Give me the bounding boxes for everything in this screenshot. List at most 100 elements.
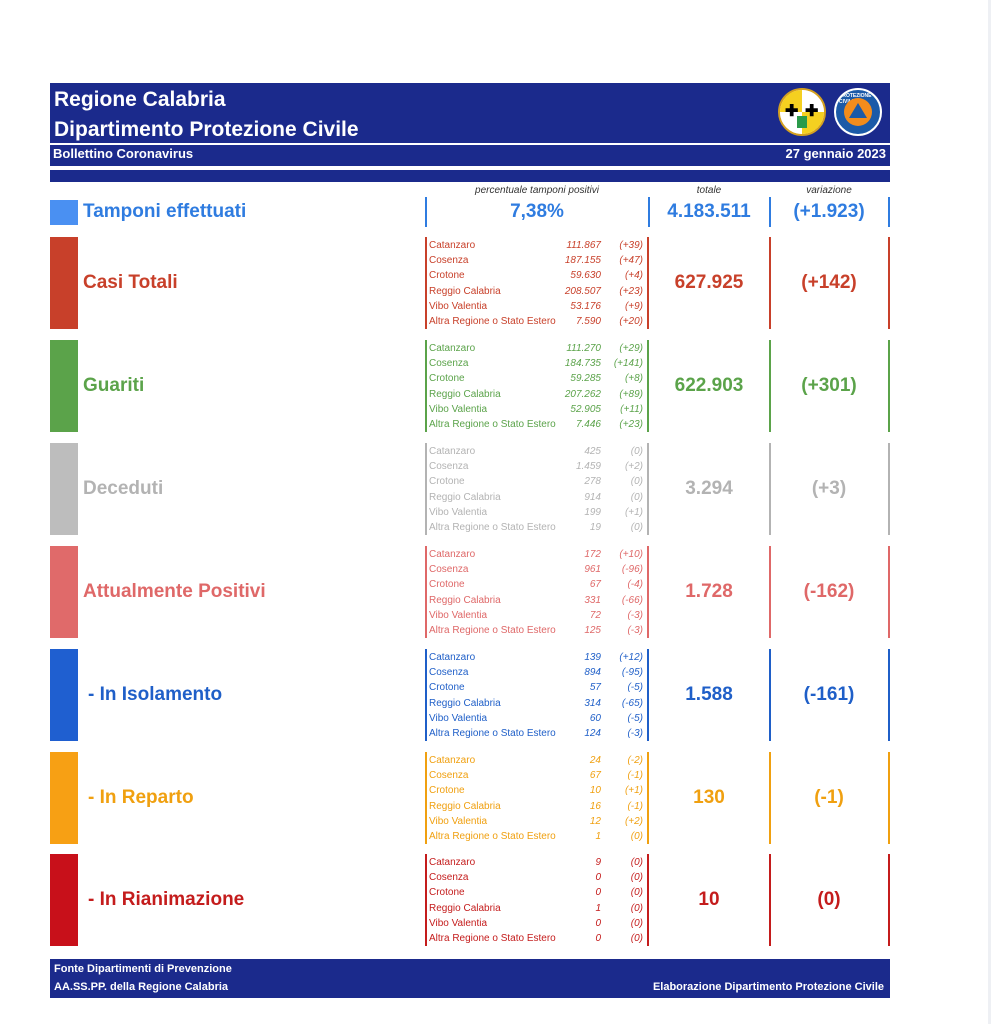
province-name: Catanzaro bbox=[429, 549, 476, 560]
section-color-bar bbox=[50, 752, 78, 844]
bulletin-date: 27 gennaio 2023 bbox=[785, 146, 886, 161]
province-row: Catanzaro 9 (0) bbox=[429, 855, 647, 870]
province-delta: (-1) bbox=[627, 770, 643, 782]
breakdown-right-border bbox=[647, 854, 649, 946]
section-label: Guariti bbox=[83, 375, 145, 396]
variation-divider bbox=[888, 752, 890, 844]
province-value: 199 bbox=[584, 506, 601, 518]
province-name: Altra Regione o Stato Estero bbox=[429, 419, 556, 430]
header-divider bbox=[50, 143, 890, 145]
province-value: 314 bbox=[584, 697, 601, 709]
scrollbar-track[interactable] bbox=[988, 0, 991, 1024]
breakdown-left-border bbox=[425, 752, 427, 844]
province-name: Cosenza bbox=[429, 564, 469, 576]
section-color-bar bbox=[50, 340, 78, 432]
breakdown-left-border bbox=[425, 854, 427, 946]
province-delta: (+2) bbox=[624, 461, 643, 473]
total-divider bbox=[769, 340, 771, 432]
province-value: 0 bbox=[595, 887, 601, 899]
province-delta: (+39) bbox=[619, 240, 643, 251]
province-value: 57 bbox=[589, 682, 601, 694]
province-row: Vibo Valentia 0 (0) bbox=[429, 916, 647, 931]
variation-divider bbox=[888, 443, 890, 535]
variation-divider bbox=[888, 237, 890, 329]
section-rianimazione: - In Rianimazione Catanzaro 9 (0) Cosenza 0 (0… bbox=[50, 854, 890, 946]
province-row: Crotone 0 (0) bbox=[429, 885, 647, 900]
province-row: Catanzaro 172 (+10) bbox=[429, 547, 647, 562]
tamponi-divider bbox=[888, 197, 890, 227]
tamponi-divider bbox=[425, 197, 427, 227]
province-value: 10 bbox=[589, 785, 601, 797]
province-name: Catanzaro bbox=[429, 652, 476, 663]
province-delta: (+23) bbox=[619, 285, 643, 297]
province-name: Reggio Calabria bbox=[429, 800, 501, 812]
province-row: Crotone 278 (0) bbox=[429, 474, 647, 489]
province-delta: (0) bbox=[630, 476, 643, 488]
province-row: Reggio Calabria 914 (0) bbox=[429, 490, 647, 505]
section-label: - In Isolamento bbox=[88, 684, 223, 705]
province-name: Reggio Calabria bbox=[429, 388, 501, 400]
bulletin-header: Regione Calabria Dipartimento Protezione… bbox=[50, 83, 890, 166]
province-name: Crotone bbox=[429, 476, 465, 488]
province-name: Cosenza bbox=[429, 667, 469, 679]
province-value: 1.459 bbox=[575, 461, 601, 473]
tamponi-color-square bbox=[50, 200, 78, 225]
province-value: 914 bbox=[584, 491, 601, 503]
province-delta: (+9) bbox=[624, 300, 643, 312]
province-row: Cosenza 184.735 (+141) bbox=[429, 356, 647, 371]
section-color-bar bbox=[50, 443, 78, 535]
province-name: Crotone bbox=[429, 270, 465, 282]
province-name: Crotone bbox=[429, 887, 465, 899]
province-name: Crotone bbox=[429, 373, 465, 385]
province-delta: (0) bbox=[630, 933, 643, 944]
province-value: 67 bbox=[589, 579, 601, 591]
province-name: Reggio Calabria bbox=[429, 285, 501, 297]
province-row: Reggio Calabria 1 (0) bbox=[429, 901, 647, 916]
province-row: Crotone 59.630 (+4) bbox=[429, 268, 647, 283]
province-name: Cosenza bbox=[429, 872, 469, 884]
province-value: 207.262 bbox=[564, 388, 601, 400]
province-delta: (0) bbox=[630, 887, 643, 899]
province-value: 67 bbox=[589, 770, 601, 782]
province-name: Vibo Valentia bbox=[429, 815, 488, 827]
province-breakdown: Catanzaro 425 (0) Cosenza 1.459 (+2) Crotone 27… bbox=[425, 443, 649, 535]
province-value: 331 bbox=[584, 594, 601, 606]
section-total: 10 bbox=[698, 889, 720, 910]
province-delta: (+12) bbox=[619, 652, 643, 663]
province-row: Crotone 67 (-4) bbox=[429, 577, 647, 592]
province-name: Altra Regione o Stato Estero bbox=[429, 316, 556, 327]
province-name: Catanzaro bbox=[429, 343, 476, 354]
province-value: 124 bbox=[584, 728, 601, 739]
province-value: 184.735 bbox=[564, 358, 601, 370]
province-breakdown: Catanzaro 111.270 (+29) Cosenza 184.735 (+141… bbox=[425, 340, 649, 432]
province-row: Reggio Calabria 331 (-66) bbox=[429, 593, 647, 608]
province-delta: (-1) bbox=[627, 800, 643, 812]
province-value: 52.905 bbox=[570, 403, 601, 415]
breakdown-right-border bbox=[647, 546, 649, 638]
section-label: Casi Totali bbox=[83, 272, 178, 293]
province-delta: (+141) bbox=[613, 358, 643, 370]
footer-source-line2: AA.SS.PP. della Regione Calabria bbox=[54, 981, 229, 993]
province-value: 60 bbox=[589, 712, 601, 724]
province-row: Crotone 10 (+1) bbox=[429, 783, 647, 798]
province-value: 72 bbox=[589, 609, 601, 621]
tamponi-total: 4.183.511 bbox=[667, 201, 751, 222]
province-delta: (0) bbox=[630, 917, 643, 929]
province-name: Vibo Valentia bbox=[429, 506, 488, 518]
section-guariti: Guariti Catanzaro 111.270 (+29) Cosenza 184.7… bbox=[50, 340, 890, 432]
province-value: 1 bbox=[595, 902, 601, 914]
province-value: 125 bbox=[584, 625, 601, 636]
footer-source-line1: Fonte Dipartimenti di Prevenzione bbox=[54, 963, 232, 975]
breakdown-right-border bbox=[647, 340, 649, 432]
province-row: Cosenza 0 (0) bbox=[429, 870, 647, 885]
province-row: Altra Regione o Stato Estero 125 (-3) bbox=[429, 623, 647, 638]
province-breakdown: Catanzaro 139 (+12) Cosenza 894 (-95) Crotone 5… bbox=[425, 649, 649, 741]
section-color-bar bbox=[50, 854, 78, 946]
breakdown-right-border bbox=[647, 649, 649, 741]
province-name: Altra Regione o Stato Estero bbox=[429, 625, 556, 636]
province-row: Catanzaro 425 (0) bbox=[429, 444, 647, 459]
section-total: 3.294 bbox=[685, 478, 733, 499]
province-row: Vibo Valentia 12 (+2) bbox=[429, 814, 647, 829]
province-name: Cosenza bbox=[429, 461, 469, 473]
province-name: Reggio Calabria bbox=[429, 902, 501, 914]
